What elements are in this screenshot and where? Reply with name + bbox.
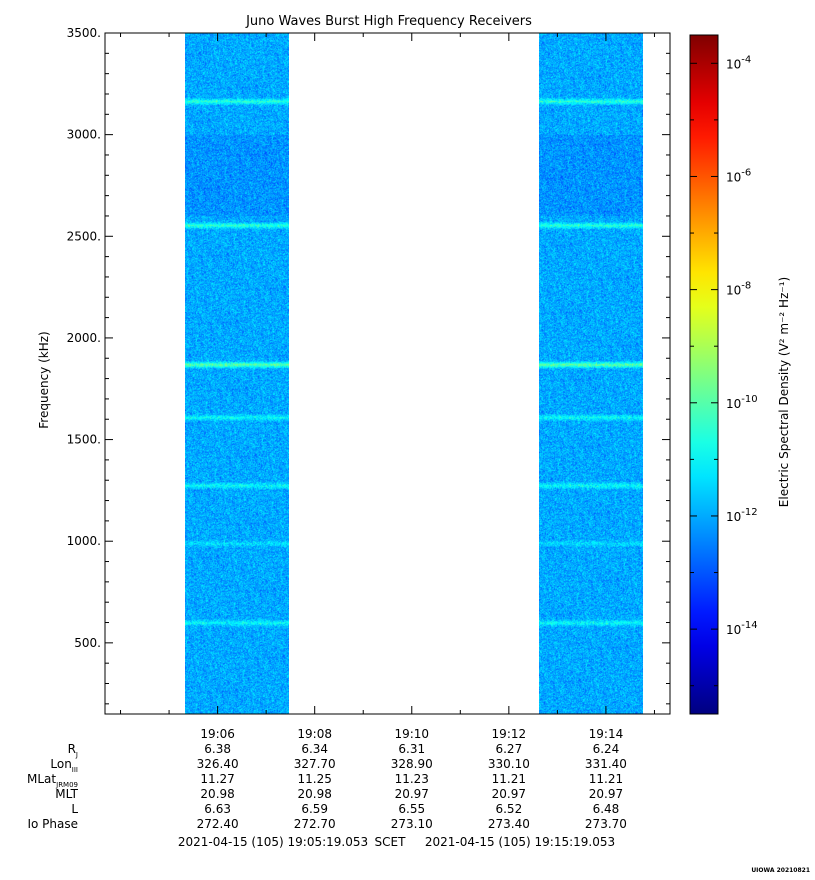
- start-time: 2021-04-15 (105) 19:05:19.053: [178, 835, 368, 849]
- ephemeris-value: 6.63: [204, 802, 231, 816]
- ephemeris-value: 331.40: [585, 757, 627, 771]
- colorbar-tick-label: 10-4: [726, 54, 751, 71]
- colorbar: 10-14 10-12 10-10 10-8 10-6 10-4 Electric Spe…: [689, 34, 791, 715]
- colorbar-label: Electric Spectral Density (V² m⁻² Hz⁻¹): [777, 277, 791, 507]
- ephemeris-value: 6.31: [398, 742, 425, 756]
- ephemeris-row-label: LonIII: [50, 757, 78, 774]
- x-tick-label: 19:12: [492, 727, 527, 741]
- x-axis: 19:06 19:08 19:10 19:12 19:14: [120, 33, 655, 741]
- ephemeris-value: 6.38: [204, 742, 231, 756]
- y-tick-label: 2000.: [67, 331, 101, 345]
- ephemeris-value: 330.10: [488, 757, 530, 771]
- ephemeris-value: 272.40: [197, 817, 239, 831]
- ephemeris-value: 20.97: [492, 787, 526, 801]
- ephemeris-value: 273.70: [585, 817, 627, 831]
- ephemeris-row-label: L: [71, 802, 78, 816]
- ephemeris-row-label: RJ: [68, 742, 78, 759]
- ephemeris-row-label: MLT: [55, 787, 78, 801]
- colorbar-tick-label: 10-10: [726, 394, 758, 411]
- y-tick-label: 3500.: [67, 26, 101, 40]
- y-tick-label: 2500.: [67, 229, 101, 243]
- end-time: 2021-04-15 (105) 19:15:19.053: [425, 835, 615, 849]
- x-tick-label: 19:06: [200, 727, 235, 741]
- time-range-footer: 2021-04-15 (105) 19:05:19.053 SCET 2021-…: [178, 835, 615, 849]
- ephemeris-value: 326.40: [197, 757, 239, 771]
- x-tick-label: 19:14: [589, 727, 624, 741]
- x-tick-label: 19:10: [394, 727, 429, 741]
- ephemeris-value: 11.21: [589, 772, 623, 786]
- ephemeris-value: 20.97: [589, 787, 623, 801]
- x-tick-label: 19:08: [297, 727, 332, 741]
- plot-frame: [104, 32, 671, 715]
- ephemeris-value: 272.70: [294, 817, 336, 831]
- ephemeris-value: 6.48: [593, 802, 620, 816]
- colorbar-gradient: [689, 34, 719, 715]
- y-tick-label: 3000.: [67, 128, 101, 142]
- y-tick-label: 1500.: [67, 433, 101, 447]
- y-axis: 500. 1000. 1500. 2000. 2500. 3000. 3500.: [67, 26, 670, 705]
- ephemeris-value: 6.59: [301, 802, 328, 816]
- ephemeris-value: 20.98: [200, 787, 234, 801]
- ephemeris-value: 6.34: [301, 742, 328, 756]
- y-axis-label: Frequency (kHz): [37, 331, 51, 428]
- ephemeris-value: 20.98: [298, 787, 332, 801]
- colorbar-tick-label: 10-14: [726, 620, 758, 637]
- ephemeris-value: 327.70: [294, 757, 336, 771]
- y-tick-label: 1000.: [67, 534, 101, 548]
- ephemeris-value: 11.23: [395, 772, 429, 786]
- ephemeris-value: 6.52: [495, 802, 522, 816]
- scet-label: SCET: [375, 835, 407, 849]
- spectrogram-data: [185, 33, 643, 714]
- spectrogram-block-1: [185, 33, 289, 714]
- ephemeris-value: 11.27: [200, 772, 234, 786]
- ephemeris-value: 20.97: [395, 787, 429, 801]
- colorbar-tick-label: 10-8: [726, 281, 751, 298]
- ephemeris-row-label: MLatJRM09: [27, 772, 78, 789]
- colorbar-ticks: 10-14 10-12 10-10 10-8 10-6 10-4: [690, 54, 758, 687]
- ephemeris-value: 6.27: [495, 742, 522, 756]
- ephemeris-row-label: Io Phase: [27, 817, 78, 831]
- spectrogram-plot-area: 500. 1000. 1500. 2000. 2500. 3000. 3500. 19:06…: [37, 26, 671, 741]
- colorbar-tick-label: 10-12: [726, 507, 758, 524]
- ephemeris-value: 6.24: [593, 742, 620, 756]
- spectrogram-block-2: [539, 33, 643, 714]
- y-tick-label: 500.: [74, 636, 101, 650]
- credit-label: UIOWA 20210821: [751, 867, 810, 874]
- chart-title: Juno Waves Burst High Frequency Receiver…: [245, 14, 532, 29]
- ephemeris-table: RJ 6.38 6.34 6.31 6.27 6.24 LonIII 326.40 327.70…: [27, 742, 627, 831]
- ephemeris-value: 11.21: [492, 772, 526, 786]
- ephemeris-value: 273.10: [391, 817, 433, 831]
- ephemeris-value: 11.25: [298, 772, 332, 786]
- ephemeris-value: 328.90: [391, 757, 433, 771]
- ephemeris-value: 6.55: [398, 802, 425, 816]
- ephemeris-value: 273.40: [488, 817, 530, 831]
- colorbar-tick-label: 10-6: [726, 167, 751, 184]
